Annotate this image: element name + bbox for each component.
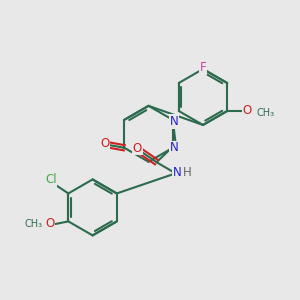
Text: CH₃: CH₃ bbox=[257, 108, 275, 118]
Text: CH₃: CH₃ bbox=[24, 219, 42, 229]
Text: O: O bbox=[133, 142, 142, 154]
Text: O: O bbox=[46, 217, 55, 230]
Text: N: N bbox=[170, 115, 178, 128]
Text: O: O bbox=[100, 137, 109, 150]
Text: N: N bbox=[170, 141, 178, 154]
Text: O: O bbox=[242, 104, 252, 118]
Text: N: N bbox=[173, 166, 182, 179]
Text: H: H bbox=[182, 166, 191, 179]
Text: Cl: Cl bbox=[45, 173, 56, 186]
Text: F: F bbox=[200, 61, 206, 74]
